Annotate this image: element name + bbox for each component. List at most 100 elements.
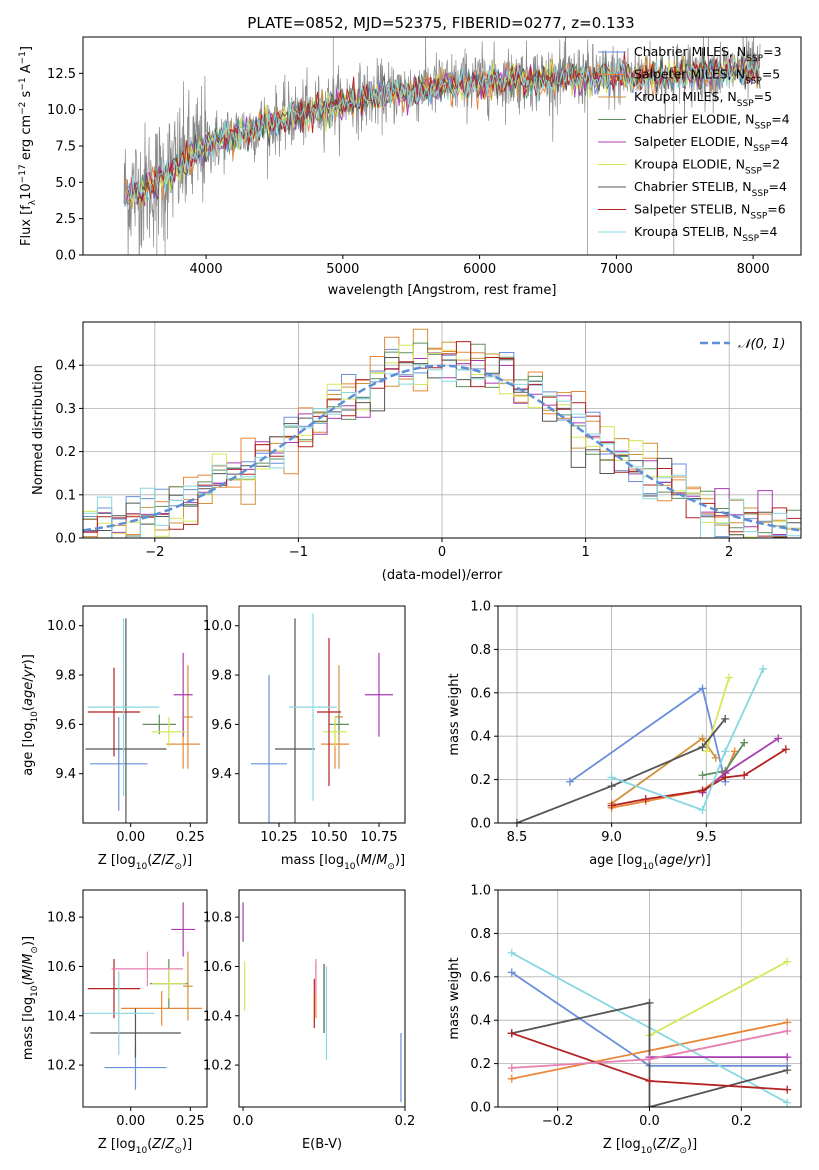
y-tick-label: 7.5	[55, 140, 76, 155]
error-point	[152, 968, 186, 999]
weight-marker	[783, 1066, 792, 1075]
x-tick-label: 8.5	[507, 830, 528, 845]
y-tick-label: 10.4	[203, 1009, 232, 1024]
legend-tail: =3	[763, 44, 781, 59]
x-axis-label: wavelength [Angstrom, rest frame]	[328, 283, 557, 298]
y-tick-label: 0.2	[55, 445, 76, 460]
weight-line	[611, 668, 764, 812]
legend-subscript: SSP	[745, 77, 762, 87]
legend-subscript: SSP	[753, 144, 770, 154]
weight-marker	[698, 743, 707, 752]
x-tick-label: 0.2	[731, 1114, 752, 1129]
weight-marker	[698, 734, 707, 743]
legend-subscript: SSP	[750, 212, 767, 222]
spectrum-axes: 4000 5000 6000 7000 8000 0.0 2.5 5.0 7.5 10.0 12.5	[47, 67, 770, 277]
mass_vs_Z-frame	[82, 889, 208, 1108]
age_vs_mass-frame	[238, 605, 406, 824]
histogram-series	[83, 328, 801, 538]
weight-marker	[781, 745, 790, 754]
y-axis-label: age [log10(age/yr)]	[21, 654, 40, 776]
legend-subscript: SSP	[745, 167, 762, 177]
weight-series	[645, 957, 792, 1040]
y-tick-label: 1.0	[470, 600, 491, 615]
age_vs_Z-frame	[82, 605, 208, 824]
y-tick-label: 9.6	[55, 718, 76, 733]
error-point	[289, 613, 337, 801]
legend-entry: 𝒩(0, 1)	[738, 337, 785, 352]
y-tick-label: 10.2	[203, 1059, 232, 1074]
y-tick-label: 0.8	[470, 927, 491, 942]
weight-marker	[783, 957, 792, 966]
x-axis-label: (data-model)/error	[382, 568, 503, 583]
mass_vs_Z-axes: 0.00 0.25 10.2 10.4 10.6 10.8	[47, 911, 205, 1129]
x-tick-label: 8000	[737, 262, 770, 277]
weight-marker	[507, 1029, 516, 1038]
weight-marker	[698, 684, 707, 693]
y-tick-label: 0.6	[470, 970, 491, 985]
error-point	[90, 1008, 181, 1058]
error-point	[90, 716, 148, 811]
weight-marker	[702, 747, 711, 756]
x-axis-label: E(B-V)	[302, 1137, 342, 1152]
residuals-axes: −2 −1 0 1 2 0.0 0.1 0.2 0.3 0.4	[55, 322, 801, 560]
x-tick-label: 0.25	[176, 830, 205, 845]
x-tick-label: 0.00	[116, 830, 145, 845]
spectrum-frame	[82, 36, 802, 256]
mass_vs_ebv-axes: 0.0 0.2 10.2 10.4 10.6 10.8	[203, 911, 415, 1129]
error-point	[83, 971, 155, 1056]
error-point	[183, 665, 193, 769]
weight_vs_Z-frame	[497, 889, 802, 1108]
error-point	[317, 638, 341, 787]
weight-line	[705, 677, 730, 752]
x-tick-label: 10.25	[260, 830, 297, 845]
y-axis-label: mass [log10(M/M⊙)]	[21, 936, 40, 1060]
y-tick-label: 9.4	[211, 767, 232, 782]
x-tick-label: 1	[581, 545, 589, 560]
y-tick-label: 10.0	[47, 103, 76, 118]
x-axis-label: Z [log10(Z/Z⊙)]	[603, 1137, 697, 1156]
y-tick-label: 10.6	[203, 960, 232, 975]
legend-entry: Kroupa ELODIE, NSSP=2	[634, 157, 780, 177]
y-tick-label: 10.8	[203, 911, 232, 926]
weight-series	[645, 1053, 792, 1062]
x-tick-label: 9.0	[601, 830, 622, 845]
legend-subscript: SSP	[746, 54, 763, 64]
age_vs_mass-axes: 10.25 10.50 10.75 9.4 9.6 9.8 10.0	[203, 619, 398, 845]
legend-tail: =4	[771, 112, 789, 127]
x-tick-label: 2	[725, 545, 733, 560]
y-axis-label: Flux [fλ10−17 erg cm−2 s−1 A−1]	[18, 46, 38, 246]
weight-series	[607, 745, 790, 810]
error-point	[85, 618, 167, 823]
x-tick-label: 0.25	[176, 1114, 205, 1129]
error-point	[183, 951, 193, 1021]
x-tick-label: 0.0	[233, 1114, 254, 1129]
legend-entry: Kroupa MILES, NSSP=5	[634, 89, 772, 109]
weight-marker	[645, 1076, 654, 1085]
histogram-series	[83, 364, 801, 538]
weight-series	[507, 1029, 792, 1094]
weight-line	[649, 960, 788, 1037]
x-tick-label: −2	[145, 545, 164, 560]
y-tick-label: 10.6	[47, 960, 76, 975]
page-title: PLATE=0852, MJD=52375, FIBERID=0277, z=0…	[247, 14, 634, 32]
error-point	[365, 652, 393, 737]
error-point	[111, 951, 184, 987]
x-tick-label: 4000	[190, 262, 223, 277]
y-tick-label: 1.0	[470, 884, 491, 899]
y-tick-label: 9.4	[55, 767, 76, 782]
weight-marker	[711, 753, 720, 762]
x-tick-label: 7000	[600, 262, 633, 277]
weight-marker	[740, 771, 749, 780]
weight-marker	[507, 1063, 516, 1072]
weight-marker	[565, 777, 574, 786]
weight-marker	[783, 1053, 792, 1062]
weight-series	[607, 664, 768, 814]
weight-marker	[607, 801, 616, 810]
gaussian-curve	[83, 364, 801, 532]
legend-entry: Chabrier ELODIE, NSSP=4	[634, 112, 790, 132]
y-tick-label: 0.0	[55, 532, 76, 547]
weight-marker	[641, 795, 650, 804]
error-point	[87, 667, 141, 757]
model-spectrum-line	[129, 58, 761, 205]
y-tick-label: 0.4	[55, 359, 76, 374]
